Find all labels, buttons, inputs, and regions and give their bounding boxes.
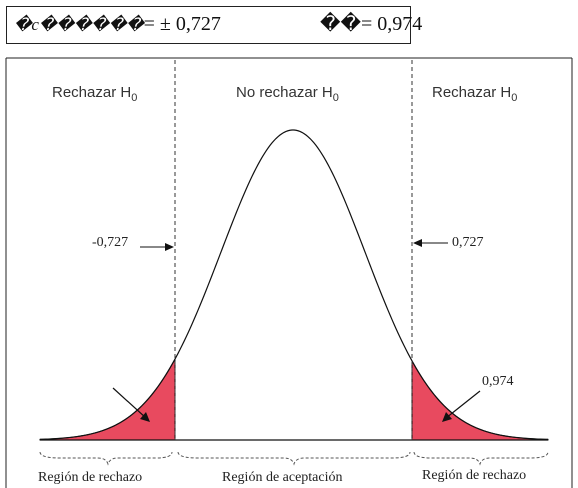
top-label-right: Rechazar H0 <box>432 84 517 104</box>
brace-middle <box>177 451 411 466</box>
statistic-symbol: �� <box>320 13 362 35</box>
critical-right-arrowhead <box>413 239 422 247</box>
bottom-label-middle: Región de aceptación <box>222 470 343 485</box>
statistic-formula: ��= 0,974 <box>320 14 422 34</box>
right-tail-arrow <box>445 390 481 419</box>
right-rejection-area <box>411 358 549 441</box>
critical-right-label: 0,727 <box>452 235 484 250</box>
left-tail-arrowhead <box>140 412 150 422</box>
top-label-middle: No rechazar H0 <box>236 84 339 104</box>
header-box <box>6 6 411 44</box>
top-label-left: Rechazar H0 <box>52 84 137 104</box>
statistic-value: = 0,974 <box>361 13 423 35</box>
right-tail-arrowhead <box>442 412 452 422</box>
brace-left <box>39 451 173 466</box>
statistic-label: 0,974 <box>482 374 514 389</box>
critical-symbol: �c������ <box>14 15 144 34</box>
normal-curve <box>39 129 549 441</box>
critical-left-label: -0,727 <box>92 235 128 250</box>
left-tail-arrow <box>112 387 147 419</box>
critical-value: = ± 0,727 <box>143 13 221 35</box>
critical-left-arrowhead <box>165 243 174 251</box>
bottom-label-right: Región de rechazo <box>422 468 526 483</box>
bottom-label-left: Región de rechazo <box>38 470 142 485</box>
brace-right <box>413 451 549 466</box>
critical-value-formula: �c������= ± 0,727 <box>14 14 221 34</box>
left-rejection-area <box>39 358 176 441</box>
